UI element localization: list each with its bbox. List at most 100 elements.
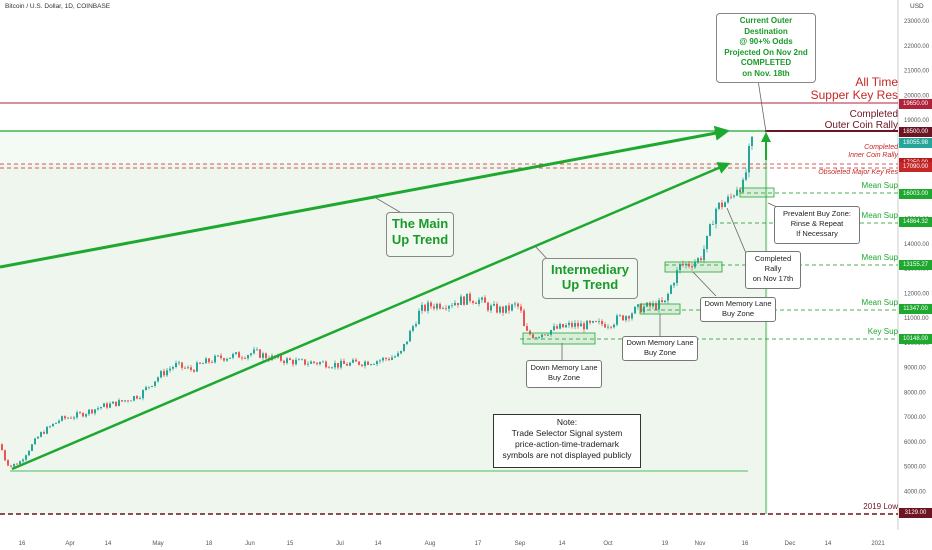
candle [85,413,87,418]
candle [403,343,405,353]
dml-zone-1 [522,332,596,345]
candle [124,400,126,403]
candle-body [175,363,177,368]
candle [466,293,468,305]
candle-body [670,285,672,294]
candle-body [604,324,606,328]
candle [418,308,420,325]
candle-body [523,310,525,327]
candle [454,300,456,306]
candle [139,396,141,400]
dml-3-line1: Down Memory Lane [704,299,772,308]
candle [52,423,54,427]
candle [16,462,18,465]
candle [433,303,435,311]
candle [256,347,258,351]
candle-body [331,367,333,369]
y-tick-label-2: 21000.00 [904,69,930,75]
candle-body [457,302,459,305]
candle-body [466,293,468,305]
candle [37,436,39,439]
candle [283,359,285,366]
y-tick-label-12: 11000.00 [904,316,929,322]
candle [334,360,336,370]
destination-line4: Projected On Nov 2nd [724,47,808,57]
candle [712,220,714,225]
candle-body [310,361,312,364]
candle [643,304,645,314]
obsoleted-text: Obsoleted Major Key Res [818,169,898,176]
candle [571,320,573,329]
candle [592,320,594,324]
candle [187,365,189,370]
price-tag-8: 11347.00 [899,304,932,315]
x-tick-label-7: Jul [336,541,344,547]
candle-body [565,325,567,328]
intermediary-line2: Up Trend [561,277,619,292]
candle-body [211,362,213,363]
candle-body [556,326,558,329]
candle [628,315,630,322]
candle-body [601,321,603,325]
candle [736,186,738,197]
candle-body [733,195,735,197]
candle-body [259,349,261,358]
candle [247,354,249,361]
candle [430,301,432,310]
candle-body [514,303,516,305]
candle [103,402,105,408]
candle-body [244,357,246,359]
candle-body [205,358,207,364]
candle [526,323,528,332]
candle-body [199,362,201,364]
candle [574,320,576,330]
candle-body [418,310,420,325]
candle [382,356,384,363]
candle-body [442,308,444,310]
candle [478,297,480,307]
candle-body [697,258,699,263]
candle [142,389,144,401]
candle [196,360,198,372]
candle [412,324,414,333]
x-tick-label-15: Nov [695,541,706,547]
candle [424,303,426,313]
note-line3: price-action-time-trademark [515,439,619,449]
candle [355,357,357,362]
candle [649,301,651,310]
candle [490,303,492,314]
candle [379,358,381,364]
candle-body [394,356,396,358]
candle-body [448,305,450,309]
candle-body [586,320,588,330]
candle [46,425,48,435]
candle [25,454,27,462]
candle [640,302,642,313]
candle [178,360,180,366]
candle-body [352,359,354,363]
candle-body [148,386,150,388]
candle-body [412,326,414,331]
candle [385,357,387,362]
candle [541,334,543,340]
candle [220,353,222,360]
candle-body [307,363,309,365]
destination-line1: Current Outer [739,16,793,25]
candle [82,412,84,418]
destination-line2: Destination [744,26,788,36]
candle-body [115,401,117,406]
candle-body [193,369,195,372]
candle [166,367,168,378]
y-tick-label-1: 22000.00 [904,44,930,50]
candle [694,258,696,269]
candle [499,305,501,314]
candle [475,301,477,305]
candle-body [709,224,711,236]
candle-body [334,363,336,368]
candle-body [28,450,30,456]
candle-body [487,302,489,311]
candle-body [22,459,24,462]
candle [625,315,627,323]
candle-body [391,357,393,360]
candle [661,297,663,303]
